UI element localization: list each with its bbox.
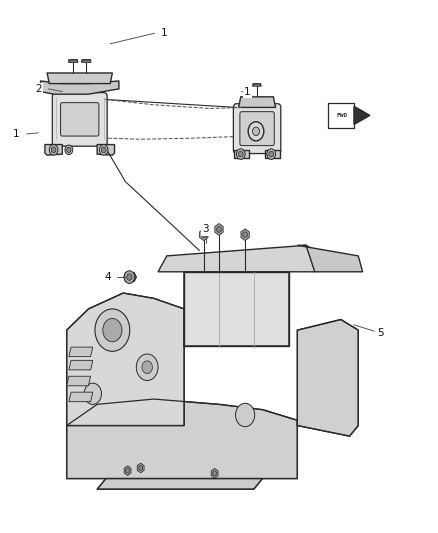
Circle shape: [67, 147, 71, 152]
Polygon shape: [53, 94, 106, 144]
FancyBboxPatch shape: [240, 112, 274, 146]
FancyBboxPatch shape: [328, 103, 354, 127]
Circle shape: [126, 469, 130, 473]
Polygon shape: [81, 60, 91, 62]
Polygon shape: [241, 229, 249, 240]
Polygon shape: [211, 469, 218, 478]
Polygon shape: [253, 84, 261, 86]
Polygon shape: [69, 360, 93, 370]
Circle shape: [103, 318, 122, 342]
Polygon shape: [137, 463, 144, 473]
Circle shape: [65, 145, 73, 155]
Polygon shape: [45, 144, 62, 155]
Polygon shape: [234, 150, 250, 158]
Polygon shape: [41, 81, 119, 94]
Polygon shape: [47, 73, 113, 84]
Polygon shape: [67, 293, 184, 425]
Circle shape: [127, 274, 132, 280]
Circle shape: [217, 227, 221, 232]
Polygon shape: [184, 272, 289, 346]
Polygon shape: [297, 245, 363, 272]
Polygon shape: [67, 376, 91, 386]
Polygon shape: [67, 399, 297, 479]
Circle shape: [136, 354, 158, 381]
Polygon shape: [69, 392, 93, 402]
Text: 1: 1: [13, 129, 20, 139]
FancyBboxPatch shape: [233, 104, 281, 154]
Polygon shape: [239, 97, 276, 108]
Circle shape: [51, 147, 56, 153]
Polygon shape: [124, 273, 136, 281]
Polygon shape: [124, 466, 131, 475]
Polygon shape: [354, 106, 370, 124]
Circle shape: [99, 144, 108, 155]
Text: 1: 1: [161, 28, 168, 38]
Circle shape: [95, 309, 130, 351]
Text: 5: 5: [377, 328, 383, 338]
Circle shape: [267, 149, 276, 159]
Circle shape: [84, 383, 102, 405]
Text: FWD: FWD: [336, 113, 347, 118]
FancyBboxPatch shape: [52, 93, 107, 146]
Text: 3: 3: [203, 224, 209, 235]
Circle shape: [236, 403, 254, 426]
Text: 4: 4: [105, 272, 111, 282]
Circle shape: [49, 144, 58, 155]
Circle shape: [243, 232, 247, 238]
Circle shape: [142, 361, 152, 374]
Text: 1: 1: [244, 86, 251, 96]
Polygon shape: [158, 245, 328, 272]
Circle shape: [238, 151, 243, 157]
Polygon shape: [97, 479, 262, 489]
Polygon shape: [200, 229, 208, 240]
Circle shape: [213, 471, 217, 475]
Circle shape: [201, 232, 206, 238]
Circle shape: [101, 147, 106, 153]
FancyBboxPatch shape: [60, 103, 99, 136]
Circle shape: [248, 122, 264, 141]
Circle shape: [269, 151, 274, 157]
Polygon shape: [97, 144, 115, 155]
Polygon shape: [265, 150, 280, 158]
Circle shape: [124, 271, 134, 284]
Polygon shape: [215, 223, 223, 235]
Polygon shape: [297, 319, 358, 436]
Circle shape: [139, 466, 143, 470]
Circle shape: [253, 127, 259, 135]
Polygon shape: [69, 347, 93, 357]
Text: 2: 2: [35, 84, 42, 94]
Polygon shape: [68, 60, 78, 62]
Circle shape: [237, 149, 245, 159]
